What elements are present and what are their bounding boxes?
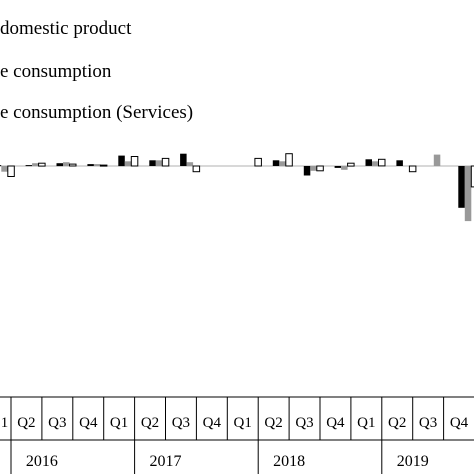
bar-series2-q13 [372, 161, 379, 167]
tick-label: Q2 [141, 415, 159, 431]
bar-series2-q3 [63, 162, 70, 166]
bar-series3-q4 [99, 164, 108, 167]
tick-label: Q4 [450, 415, 469, 431]
bar-series3-q12 [347, 162, 355, 167]
year-label: 2019 [397, 453, 429, 470]
bar-series3-q10 [285, 153, 293, 167]
legend-label-consumption-services: e consumption (Services) [0, 102, 193, 123]
bar-series2-q12 [341, 166, 348, 170]
bar-series1-q7 [180, 153, 187, 166]
bar-series1-q16 [458, 166, 465, 208]
bar-series2-q11 [310, 166, 317, 171]
tick-label: Q2 [264, 415, 282, 431]
bar-series2-q15 [433, 154, 441, 166]
bar-series1-q13 [365, 159, 372, 166]
bar-series1-q6 [149, 160, 156, 166]
bars-layer [0, 153, 474, 222]
bar-series3-q7 [192, 165, 201, 173]
bar-series1-q11 [303, 166, 311, 176]
bar-series1-q5 [118, 155, 125, 167]
tick-label: Q4 [79, 415, 98, 431]
bar-series2-q1 [1, 166, 8, 172]
tick-label: Q3 [172, 415, 190, 431]
tick-label: Q3 [295, 415, 313, 431]
tick-label: Q1 [110, 415, 128, 431]
bar-series3-q1 [7, 165, 15, 177]
tick-label: Q4 [326, 415, 345, 431]
bar-series3-q14 [408, 165, 417, 173]
bar-series1-q1 [0, 165, 2, 167]
bar-series2-q2 [32, 163, 39, 167]
year-label: 2017 [150, 453, 182, 470]
bar-series3-q5 [130, 156, 139, 167]
bar-series3-q3 [69, 163, 77, 167]
bar-series3-q13 [378, 158, 386, 167]
bar-series1-q12 [334, 166, 342, 168]
bar-series3-q9 [254, 157, 262, 167]
tick-label: Q1 [234, 415, 252, 431]
tick-label: Q4 [203, 415, 222, 431]
legend-label-consumption: e consumption [0, 61, 112, 82]
bar-series2-q5 [124, 161, 132, 167]
tick-label: Q3 [419, 415, 437, 431]
bar-series3-q6 [161, 157, 170, 167]
tick-label: Q2 [388, 415, 406, 431]
bar-series2-q16 [464, 166, 472, 222]
bar-series2-q6 [155, 160, 163, 166]
tick-label: Q1 [357, 415, 375, 431]
year-label: 2016 [26, 453, 58, 470]
legend: domestic product e consumption e consump… [0, 18, 193, 123]
tick-label: Q2 [17, 415, 35, 431]
tick-label: Q3 [48, 415, 66, 431]
tick-label: 1 [1, 415, 9, 431]
bar-series1-q2 [25, 165, 33, 167]
bar-series1-q10 [272, 160, 280, 166]
bar-series1-q14 [396, 160, 403, 166]
bar-series1-q4 [87, 164, 94, 166]
bar-series2-q7 [186, 162, 194, 166]
bar-series2-q10 [279, 161, 286, 167]
category-axis: 1Q2Q3Q4Q1Q2Q3Q4Q1Q2Q3Q4Q1Q2Q3Q4Q12016201… [0, 396, 474, 474]
bar-series2-q4 [93, 164, 101, 166]
bar-series3-q11 [316, 165, 324, 172]
bar-series3-q16 [470, 165, 474, 188]
bar-series3-q2 [38, 162, 46, 167]
year-label: 2018 [273, 453, 305, 470]
bar-series1-q3 [56, 163, 63, 167]
legend-label-gdp: domestic product [0, 18, 132, 39]
